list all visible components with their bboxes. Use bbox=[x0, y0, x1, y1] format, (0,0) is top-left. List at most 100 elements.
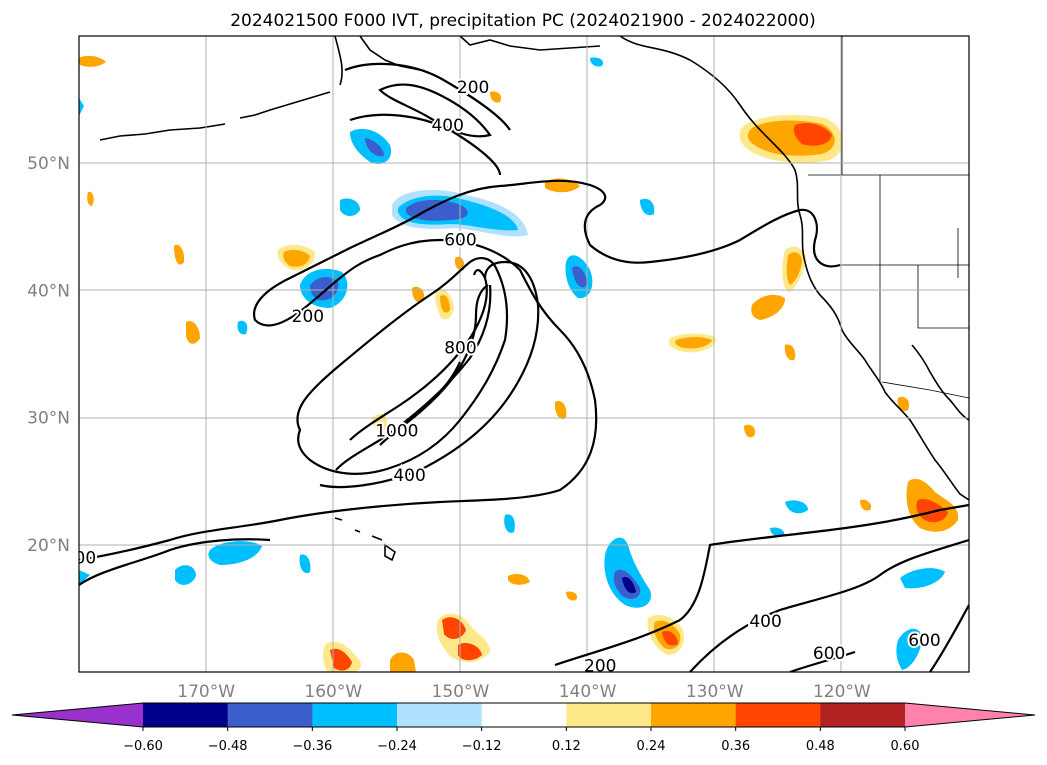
precip-blob bbox=[186, 320, 200, 344]
y-tick-label: 30°N bbox=[27, 409, 70, 429]
precip-blob bbox=[208, 541, 262, 565]
precip-blob bbox=[504, 514, 515, 533]
contour-label: 600 bbox=[908, 631, 940, 651]
precip-blob bbox=[406, 199, 468, 221]
map-panel: 200 400 600 200 800 1000 400 00 400 600 600 200 bbox=[75, 35, 970, 677]
precip-blob bbox=[896, 628, 922, 670]
y-tick-labels: 20°N 30°N 40°N 50°N bbox=[27, 154, 70, 556]
colorbar-extend-low bbox=[12, 703, 143, 727]
ivt-contour-200 bbox=[79, 179, 841, 562]
ivt-contours bbox=[79, 62, 969, 672]
contour-label: 00 bbox=[75, 549, 97, 569]
ivt-contour-1000 bbox=[379, 284, 489, 446]
precip-blob bbox=[554, 400, 567, 420]
gridlines bbox=[79, 36, 969, 672]
ivt-contour-800 bbox=[349, 269, 488, 441]
contour-label: 600 bbox=[444, 231, 476, 251]
precip-blob bbox=[79, 570, 90, 585]
contour-label: 400 bbox=[431, 116, 463, 136]
colorbar-segment bbox=[312, 703, 398, 727]
x-tick-label: 170°W bbox=[177, 682, 235, 702]
precip-blob bbox=[390, 652, 416, 672]
contour-label: 400 bbox=[393, 466, 425, 486]
border-us-mexico bbox=[881, 381, 969, 399]
coastline-hawaii bbox=[334, 517, 396, 562]
precip-blob bbox=[572, 266, 588, 288]
border-states bbox=[840, 36, 969, 382]
precip-blob bbox=[508, 574, 530, 585]
colorbar-segment bbox=[735, 703, 821, 727]
colorbar: −0.60 −0.48 −0.36 −0.24 −0.12 0.12 0.24 0.36 0.4… bbox=[11, 702, 1036, 754]
colorbar-segment bbox=[651, 703, 737, 727]
colorbar-extend-high bbox=[905, 703, 1035, 727]
colorbar-tick-label: 0.36 bbox=[721, 739, 750, 754]
precip-blob bbox=[860, 499, 872, 511]
precip-blob bbox=[916, 499, 948, 523]
precip-blob bbox=[675, 337, 712, 349]
precip-blob bbox=[490, 91, 502, 103]
precip-blob bbox=[566, 591, 578, 601]
precip-blob bbox=[785, 500, 808, 514]
ivt-contour-200-north bbox=[344, 62, 511, 176]
colorbar-segment bbox=[227, 703, 313, 727]
map-frame bbox=[78, 35, 970, 673]
colorbar-tick-label: −0.48 bbox=[208, 739, 248, 754]
precip-blob bbox=[622, 576, 636, 594]
precip-blob bbox=[897, 396, 910, 412]
x-tick-label: 160°W bbox=[304, 682, 362, 702]
x-tick-label: 150°W bbox=[432, 682, 490, 702]
ivt-contour-600-south bbox=[789, 604, 969, 672]
precip-blob bbox=[458, 643, 482, 661]
precip-blob bbox=[174, 244, 185, 265]
precip-blob bbox=[440, 294, 450, 313]
colorbar-segments bbox=[11, 702, 1036, 728]
precip-blob bbox=[365, 138, 384, 157]
colorbar-segment bbox=[820, 703, 906, 727]
precip-blob bbox=[237, 320, 248, 335]
contour-label: 200 bbox=[584, 657, 616, 677]
precip-blob bbox=[751, 294, 785, 320]
precip-blob bbox=[786, 252, 802, 285]
x-tick-labels: 170°W 160°W 150°W 140°W 130°W 120°W bbox=[177, 682, 871, 702]
precip-blob bbox=[770, 527, 785, 537]
precip-blob bbox=[744, 424, 756, 438]
contour-label: 200 bbox=[292, 307, 324, 327]
contour-label: 200 bbox=[457, 78, 489, 98]
colorbar-tick-label: 0.24 bbox=[637, 739, 666, 754]
colorbar-tick-label: 0.12 bbox=[552, 739, 581, 754]
precip-blob bbox=[793, 123, 832, 146]
colorbar-segment bbox=[397, 703, 483, 727]
precip-blob bbox=[640, 198, 655, 216]
colorbar-segment bbox=[481, 703, 567, 727]
coastline-aleutians bbox=[99, 91, 331, 141]
precip-blob bbox=[299, 554, 311, 574]
precip-blob bbox=[590, 57, 604, 67]
colorbar-tick-label: −0.12 bbox=[462, 739, 502, 754]
precip-blob bbox=[340, 198, 360, 216]
precip-blob bbox=[79, 55, 106, 67]
y-tick-label: 20°N bbox=[27, 536, 70, 556]
contour-label: 600 bbox=[813, 644, 845, 664]
y-tick-label: 40°N bbox=[27, 281, 70, 301]
precip-blob bbox=[412, 286, 425, 303]
ivt-contour-400-south bbox=[689, 538, 969, 672]
precip-blob bbox=[310, 277, 339, 301]
ivt-contour-200-south bbox=[79, 503, 969, 667]
contour-labels: 200 400 600 200 800 1000 400 00 400 600 600 200 bbox=[75, 76, 943, 677]
contour-label: 1000 bbox=[375, 421, 418, 441]
colorbar-segment bbox=[566, 703, 652, 727]
precip-blob bbox=[662, 630, 678, 646]
colorbar-ticks: −0.60 −0.48 −0.36 −0.24 −0.12 0.12 0.24 0.36 0.4… bbox=[123, 727, 919, 754]
y-tick-label: 50°N bbox=[27, 154, 70, 174]
precip-blob bbox=[330, 648, 352, 671]
precip-blob bbox=[175, 565, 196, 585]
colorbar-segment bbox=[143, 703, 229, 727]
contour-label: 400 bbox=[749, 612, 781, 632]
precip-blob bbox=[87, 191, 94, 206]
x-tick-label: 130°W bbox=[686, 682, 744, 702]
ivt-contour-1000-inner bbox=[419, 361, 462, 411]
ivt-contour-400-north bbox=[378, 83, 492, 138]
colorbar-tick-label: −0.60 bbox=[123, 739, 163, 754]
colorbar-tick-label: 0.48 bbox=[806, 739, 835, 754]
